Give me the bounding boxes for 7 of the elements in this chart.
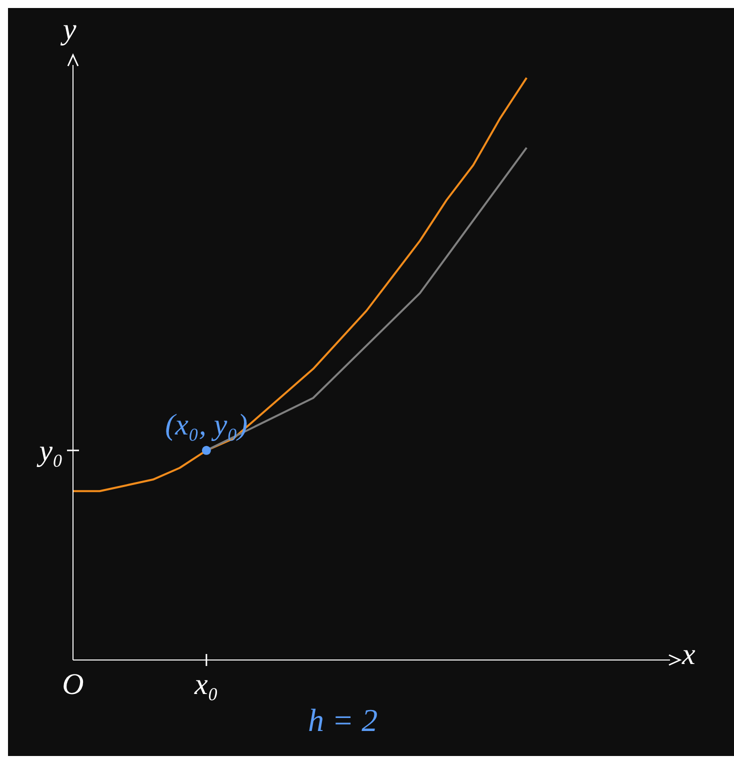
text: h = 2 [308, 702, 378, 739]
x-tick-label: O [62, 668, 84, 701]
y-axis-title: y [63, 13, 76, 47]
x-tick-label: x₀ [194, 668, 218, 701]
annotation: (x₀, y₀) [165, 408, 248, 442]
x-axis-title: x [682, 638, 696, 672]
annotation: y₀ [36, 434, 63, 468]
